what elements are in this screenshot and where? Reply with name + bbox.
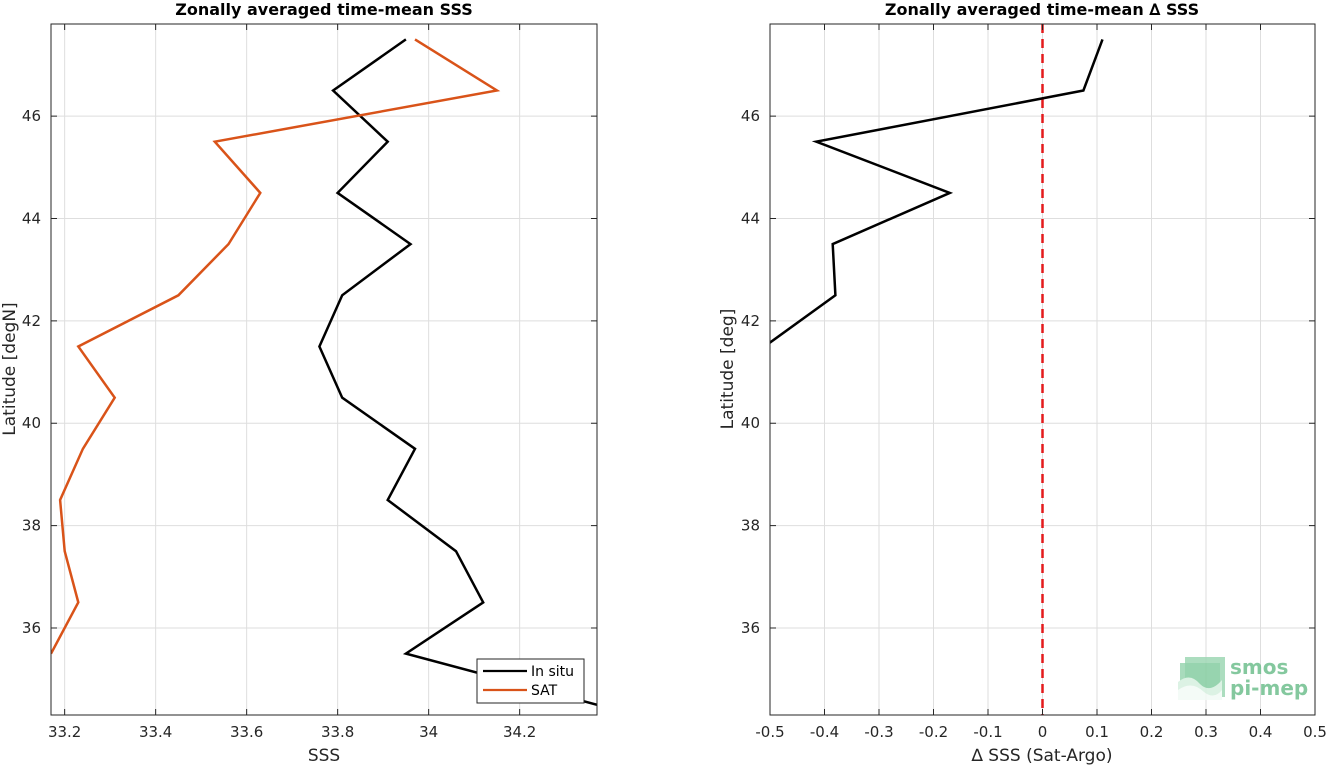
legend-box bbox=[476, 658, 585, 704]
left-y-tick-label: 44 bbox=[22, 210, 41, 228]
right-y-tick-label: 42 bbox=[741, 312, 760, 330]
right-ticks: -0.5 -0.4 -0.3 -0.2 -0.1 0 0.1 0.2 0.3 0.4 0.5 36 38… bbox=[741, 24, 1327, 741]
left-y-tick-label: 42 bbox=[22, 312, 41, 330]
right-y-axis-label: Latitude [deg] bbox=[718, 309, 738, 430]
right-chart-title: Zonally averaged time-mean ∆ SSS bbox=[885, 0, 1199, 19]
left-axes-box bbox=[50, 23, 598, 716]
left-series-line-in-situ bbox=[318, 38, 597, 707]
right-y-tick-label: 40 bbox=[741, 414, 760, 432]
right-series-line-series-0 bbox=[770, 38, 1104, 345]
left-plot-area bbox=[51, 24, 597, 715]
right-x-tick-label: 0.2 bbox=[1140, 723, 1164, 741]
right-x-axis-label: ∆ SSS (Sat-Argo) bbox=[971, 746, 1113, 765]
right-y-tick-label: 38 bbox=[741, 517, 760, 535]
left-x-tick-label: 34 bbox=[419, 723, 438, 741]
right-x-tick-label: 0.3 bbox=[1194, 723, 1218, 741]
right-series-layer bbox=[770, 24, 1104, 715]
logo-text-smos: smos bbox=[1230, 655, 1288, 679]
left-x-tick-label: 33.4 bbox=[139, 723, 172, 741]
left-y-axis-label: Latitude [degN] bbox=[0, 302, 20, 435]
left-chart-title: Zonally averaged time-mean SSS bbox=[175, 0, 473, 19]
logo-text-pi-mep: pi-mep bbox=[1230, 676, 1308, 700]
left-x-tick-label: 33.6 bbox=[230, 723, 263, 741]
right-x-tick-label: -0.1 bbox=[973, 723, 1002, 741]
right-y-tick-label: 36 bbox=[741, 619, 760, 637]
smos-pi-mep-logo: smos pi-mep bbox=[1178, 655, 1308, 700]
left-y-tick-label: 40 bbox=[22, 414, 41, 432]
left-y-tick-label: 46 bbox=[22, 107, 41, 125]
right-x-tick-label: -0.5 bbox=[755, 723, 784, 741]
right-y-tick-label: 46 bbox=[741, 107, 760, 125]
right-x-tick-label: 0.5 bbox=[1303, 723, 1327, 741]
legend: In situ SAT bbox=[476, 658, 585, 704]
right-x-tick-label: -0.4 bbox=[810, 723, 839, 741]
legend-label-sat: SAT bbox=[531, 683, 558, 699]
left-x-axis-label: SSS bbox=[308, 746, 340, 765]
left-series-line-sat bbox=[51, 38, 501, 655]
left-ticks: 33.2 33.4 33.6 33.8 34 34.2 36 38 40 42 44 46 bbox=[22, 24, 597, 741]
left-panel: 33.2 33.4 33.6 33.8 34 34.2 36 38 40 42 44 46 Zonal… bbox=[0, 0, 598, 765]
left-x-tick-label: 33.2 bbox=[48, 723, 81, 741]
right-x-tick-label: 0.1 bbox=[1085, 723, 1109, 741]
left-grid bbox=[51, 24, 597, 715]
logo-wave-icon bbox=[1178, 657, 1225, 700]
left-y-tick-label: 36 bbox=[22, 619, 41, 637]
legend-label-in-situ: In situ bbox=[531, 664, 574, 680]
right-y-tick-label: 44 bbox=[741, 210, 760, 228]
left-y-tick-label: 38 bbox=[22, 517, 41, 535]
right-x-tick-label: 0 bbox=[1038, 723, 1048, 741]
right-x-tick-label: 0.4 bbox=[1249, 723, 1273, 741]
left-x-tick-label: 33.8 bbox=[321, 723, 354, 741]
right-x-tick-label: -0.2 bbox=[919, 723, 948, 741]
left-series-layer bbox=[51, 38, 597, 707]
right-panel: -0.5 -0.4 -0.3 -0.2 -0.1 0 0.1 0.2 0.3 0.4 0.5 36 38… bbox=[718, 0, 1327, 765]
right-x-tick-label: -0.3 bbox=[864, 723, 893, 741]
left-x-tick-label: 34.2 bbox=[503, 723, 536, 741]
